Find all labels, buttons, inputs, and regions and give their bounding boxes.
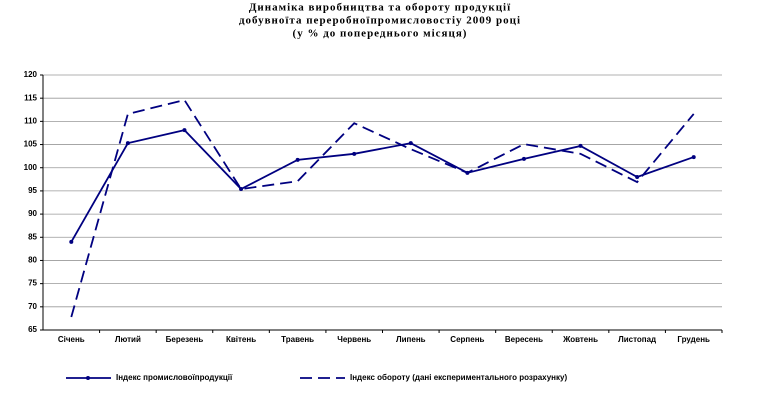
y-tick-label: 115 [24,93,37,102]
legend-label: Індекс обороту (дані експериментального … [350,373,567,382]
x-tick-label: Вересень [505,335,543,344]
y-tick-label: 65 [28,325,37,334]
y-tick-label: 120 [24,70,38,79]
point [691,155,696,160]
point [239,187,244,192]
point [521,156,526,161]
x-tick-label: Жовтень [562,335,598,344]
point [635,175,640,179]
y-tick-label: 80 [28,256,37,265]
point [125,141,130,146]
y-tick-label: 90 [28,209,37,218]
x-tick-label: Травень [281,335,314,344]
legend-marker [86,376,90,380]
chart-subtitle: (у % до попереднього місяця) [293,28,468,40]
x-tick-label: Грудень [677,335,710,344]
chart-title: добувноїта переробноїпромисловостіу 2009… [239,15,521,27]
point [69,239,74,244]
x-tick-label: Листопад [618,335,656,344]
y-tick-label: 105 [24,140,38,149]
point [182,128,187,133]
y-tick-label: 95 [28,186,37,195]
point [295,157,300,162]
legend-label: Індекс промисловоїпродукції [116,373,233,382]
x-tick-label: Січень [58,335,85,344]
x-tick-label: Березень [166,335,204,344]
x-tick-label: Лютий [115,335,141,344]
x-tick-label: Серпень [450,335,484,344]
x-tick-label: Червень [337,335,371,344]
y-tick-label: 85 [28,232,37,241]
chart-title: Динаміка виробництва та обороту продукці… [249,2,511,14]
series-line [70,129,695,243]
x-tick-label: Липень [396,335,426,344]
point [408,141,413,146]
y-tick-label: 70 [28,302,37,311]
point [578,143,583,148]
x-tick-label: Квітень [226,335,256,344]
y-tick-label: 100 [24,163,38,172]
y-tick-label: 75 [28,279,37,288]
y-tick-label: 110 [24,116,37,125]
series-line [70,99,695,318]
point [352,151,357,156]
